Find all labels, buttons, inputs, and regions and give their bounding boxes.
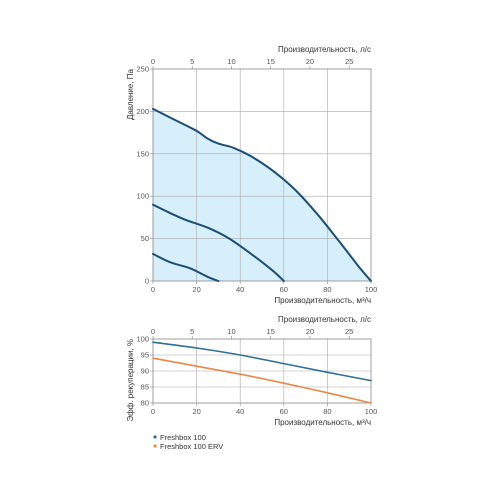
y-tick-label: 200 [136, 107, 149, 116]
efficiency-chart-top-ticks: 0 5 10 15 20 25 [151, 327, 353, 339]
x-tick-label: 20 [192, 285, 200, 294]
x-tick-label: 20 [192, 407, 200, 416]
y-tick-label: 95 [141, 351, 149, 360]
y-tick-label: 85 [141, 383, 149, 392]
y-tick-label: 90 [141, 367, 149, 376]
efficiency-curves [152, 341, 372, 404]
y-tick-label: 250 [136, 65, 149, 74]
y-tick-label: 80 [141, 399, 149, 408]
efficiency-chart-grid [153, 339, 371, 403]
top-tick-label: 25 [345, 327, 353, 336]
y-tick-label: 100 [136, 192, 149, 201]
top-tick-label: 0 [151, 57, 155, 66]
legend-marker-freshbox-100 [153, 435, 157, 439]
x-tick-label: 100 [365, 285, 378, 294]
x-tick-label: 100 [365, 407, 378, 416]
pressure-chart-y-label: Давление, Па [126, 68, 135, 120]
efficiency-chart-top-label: Производительность, л/с [278, 315, 371, 324]
top-tick-label: 5 [190, 327, 194, 336]
pressure-chart-grid [153, 69, 371, 281]
operating-area-fill [153, 108, 371, 282]
pressure-chart-y-ticks: 0 50 100 150 200 250 [136, 65, 153, 286]
y-tick-label: 0 [145, 277, 149, 286]
pressure-chart-top-label: Производительность, л/с [278, 45, 371, 54]
y-tick-label: 100 [136, 335, 149, 344]
y-tick-label: 150 [136, 149, 149, 158]
curve-freshbox-100 [152, 341, 372, 382]
legend-label-freshbox-100-erv: Freshbox 100 ERV [160, 442, 223, 451]
top-tick-label: 20 [306, 327, 314, 336]
y-tick-label: 50 [141, 234, 149, 243]
efficiency-chart-x-ticks: 0 20 40 60 80 100 [151, 403, 377, 416]
x-tick-label: 80 [323, 407, 331, 416]
curve-speed-3 [152, 252, 220, 282]
efficiency-chart: 0 20 40 60 80 100 0 5 10 15 20 25 80 85 90 95 100 Прои… [126, 315, 377, 451]
pressure-chart-x-label: Производительность, м³/ч [274, 296, 371, 305]
x-tick-label: 0 [151, 285, 155, 294]
top-tick-label: 15 [267, 327, 275, 336]
pressure-chart-x-ticks: 0 20 40 60 80 100 [151, 281, 377, 294]
curve-speed-1 [152, 107, 372, 282]
pressure-curves [152, 107, 372, 282]
legend-label-freshbox-100: Freshbox 100 [160, 433, 206, 442]
x-tick-label: 60 [280, 285, 288, 294]
pressure-chart-frame [152, 68, 372, 282]
pressure-chart-top-ticks: 0 5 10 15 20 25 [151, 57, 353, 69]
top-tick-label: 10 [227, 327, 235, 336]
x-tick-label: 0 [151, 407, 155, 416]
x-tick-label: 80 [323, 285, 331, 294]
top-tick-label: 20 [306, 57, 314, 66]
top-tick-label: 0 [151, 327, 155, 336]
curve-freshbox-100-erv [152, 357, 372, 404]
efficiency-chart-x-label: Производительность, м³/ч [274, 418, 371, 427]
legend-marker-freshbox-100-erv [153, 444, 157, 448]
top-tick-label: 15 [267, 57, 275, 66]
legend: Freshbox 100 Freshbox 100 ERV [153, 433, 223, 451]
x-tick-label: 40 [236, 285, 244, 294]
x-tick-label: 40 [236, 407, 244, 416]
efficiency-chart-y-ticks: 80 85 90 95 100 [136, 335, 153, 408]
top-tick-label: 25 [345, 57, 353, 66]
x-tick-label: 60 [280, 407, 288, 416]
top-tick-label: 5 [190, 57, 194, 66]
pressure-chart: 0 20 40 60 80 100 0 5 10 15 20 25 050100150200250 … [126, 45, 377, 305]
top-tick-label: 10 [227, 57, 235, 66]
curve-speed-2 [152, 203, 285, 282]
efficiency-chart-y-label: Эфф. рекуперации, % [126, 339, 135, 422]
